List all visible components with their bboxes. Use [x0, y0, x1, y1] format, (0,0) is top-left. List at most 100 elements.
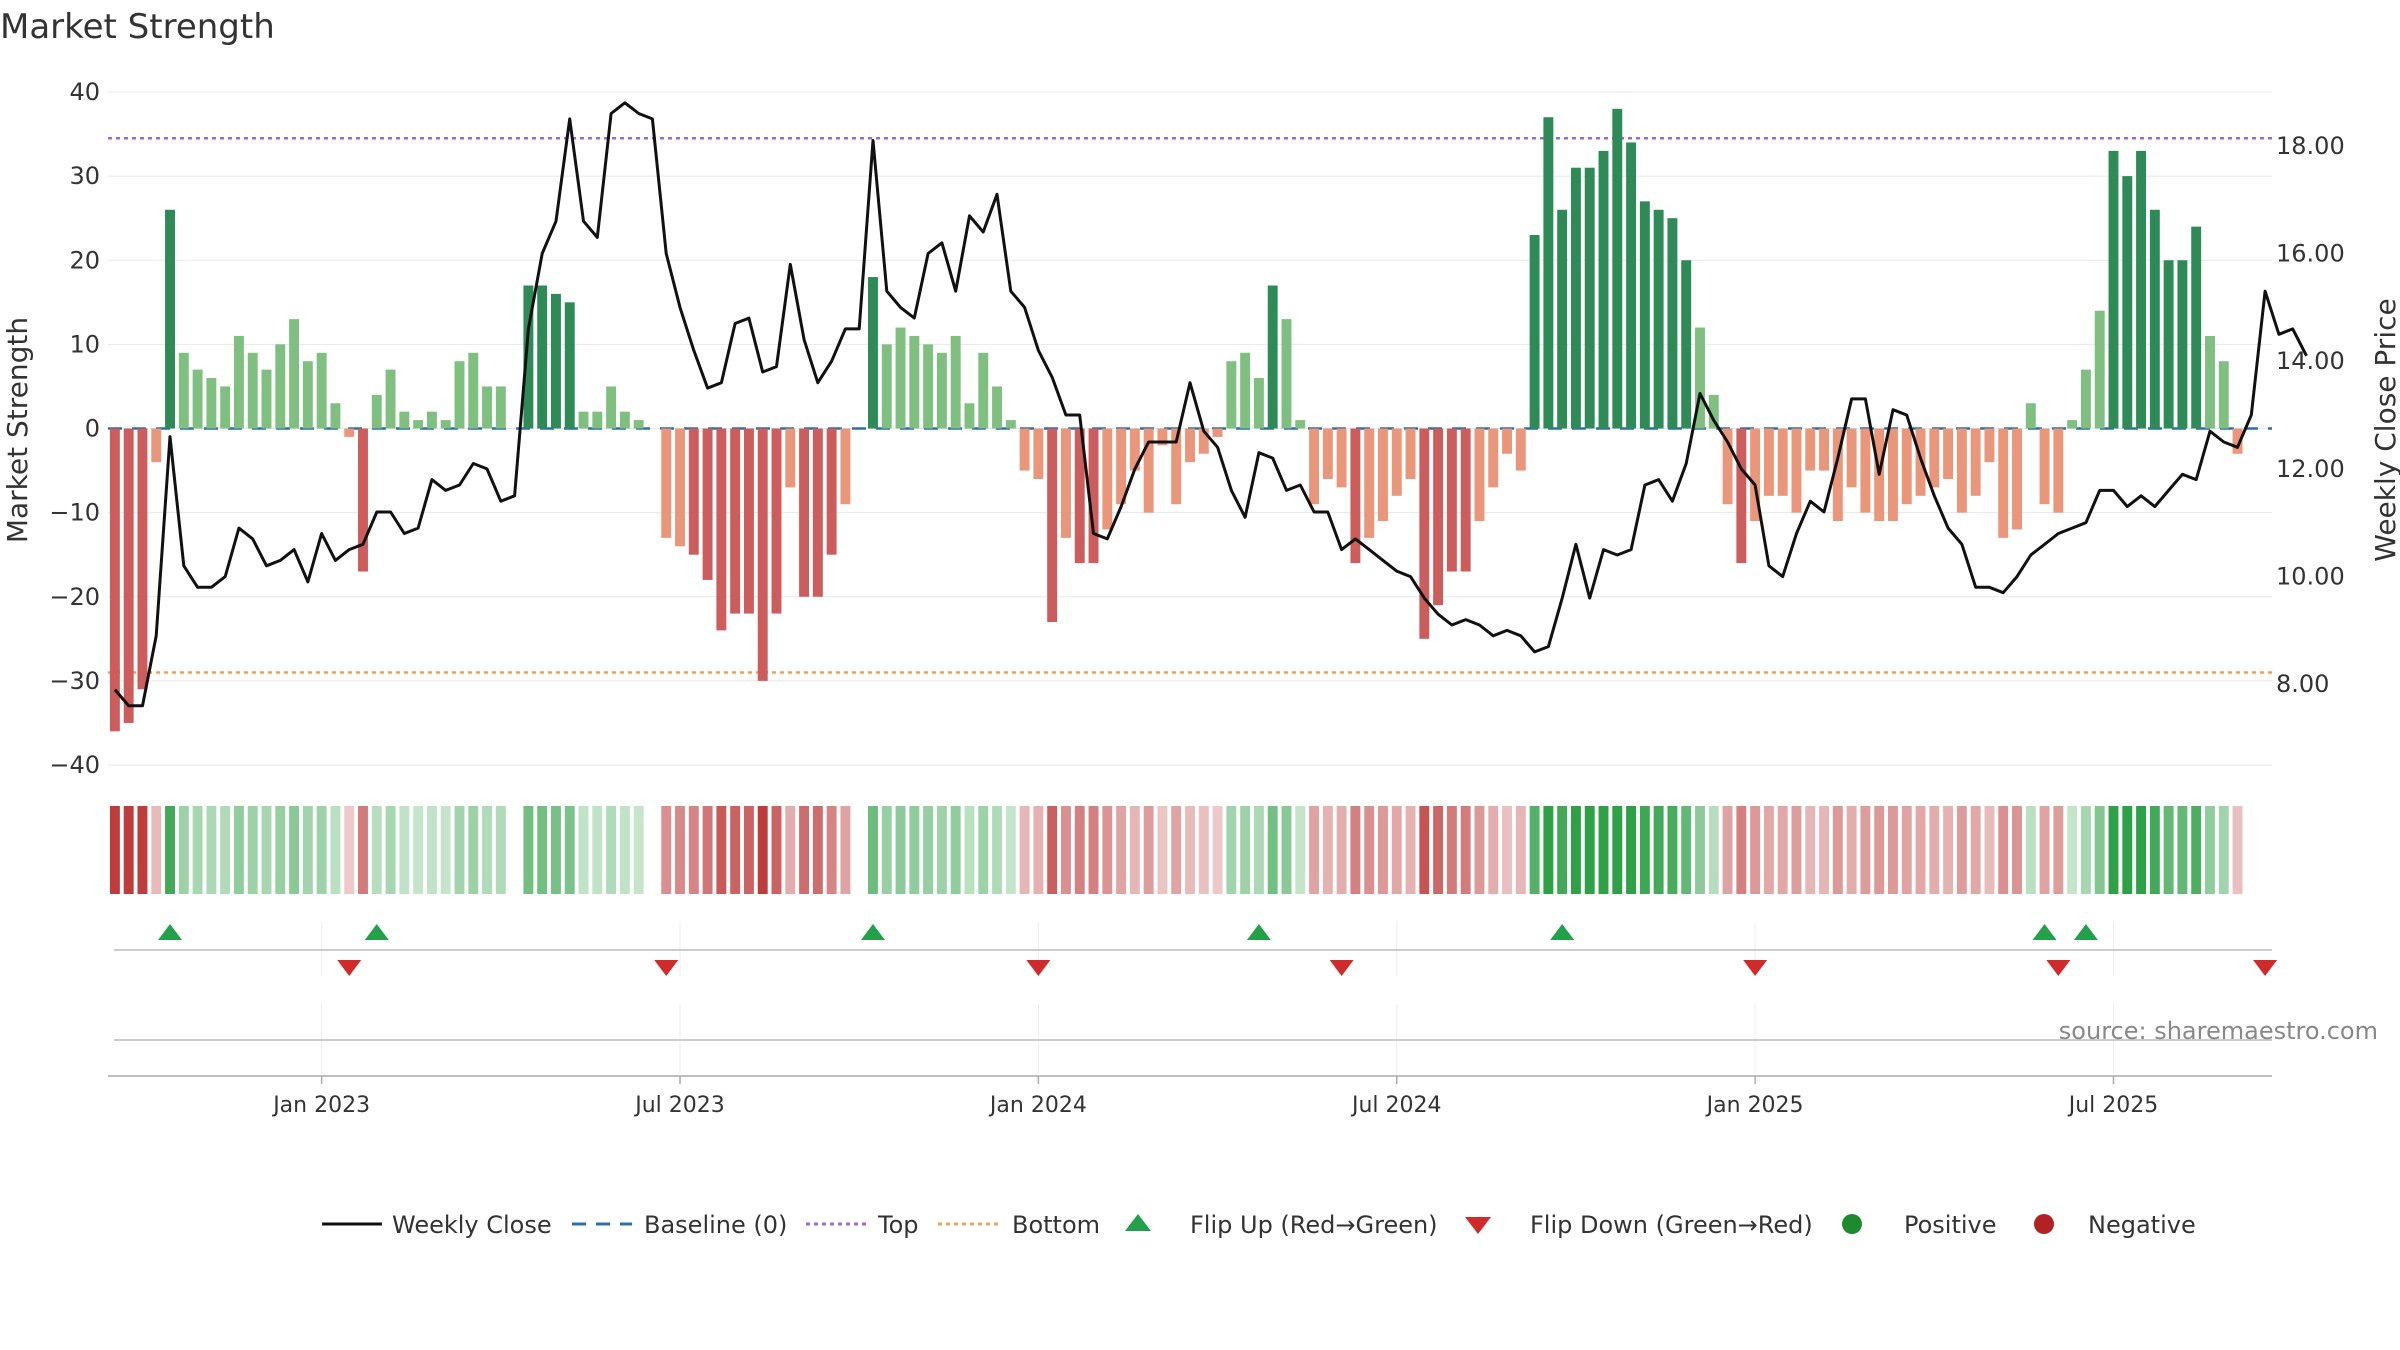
strength-bar: [2039, 428, 2050, 505]
strip-cell: [619, 806, 630, 894]
legend-swatch-positive: [1842, 1214, 1862, 1234]
strip-cell: [1708, 806, 1719, 894]
strength-bar: [1626, 142, 1637, 429]
strength-bar: [1653, 209, 1664, 429]
strip-cell: [2053, 806, 2064, 894]
strip-cell: [1901, 806, 1912, 894]
strip-cell: [523, 806, 534, 894]
strip-cell: [275, 806, 286, 894]
flip-up-marker: [364, 924, 389, 940]
flip-down-marker: [337, 960, 362, 976]
left-tick-label: 20: [69, 246, 100, 274]
strip-cell: [2025, 806, 2036, 894]
strength-bar: [619, 411, 630, 429]
strip-cell: [2232, 806, 2243, 894]
strength-bar: [1378, 428, 1388, 522]
right-tick-label: 14.00: [2276, 347, 2345, 375]
strength-bar: [2149, 209, 2160, 429]
flip-down-marker: [654, 960, 679, 976]
strip-cell: [1281, 806, 1292, 894]
strength-bar: [771, 428, 782, 614]
strip-cell: [2094, 806, 2105, 894]
strip-cell: [2177, 806, 2188, 894]
strength-bar: [2094, 310, 2105, 429]
strip-cell: [1777, 806, 1788, 894]
strip-cell: [385, 806, 396, 894]
strength-bar: [261, 369, 272, 429]
strength-bar: [1901, 428, 1912, 505]
chart-title: Market Strength: [0, 7, 275, 47]
legend-label: Weekly Close: [392, 1211, 552, 1239]
x-tick-label: Jan 2024: [988, 1093, 1087, 1118]
strip-cell: [178, 806, 189, 894]
strength-bar: [233, 335, 244, 429]
strip-cell: [1929, 806, 1940, 894]
flip-down-marker: [2046, 960, 2071, 976]
strength-bar: [868, 277, 878, 429]
strip-cell: [1198, 806, 1209, 894]
strength-bar: [1708, 394, 1719, 429]
strip-cell: [537, 806, 548, 894]
strip-cell: [371, 806, 382, 894]
strip-cell: [1212, 806, 1223, 894]
strength-bar: [1185, 428, 1195, 463]
flip-down-marker: [1329, 960, 1354, 976]
strength-bar: [950, 335, 961, 429]
strength-bar: [1116, 428, 1127, 505]
flip-markers-panel: [114, 922, 2278, 1074]
strength-bar: [1157, 428, 1168, 446]
strength-bar: [2177, 260, 2188, 429]
strength-bar: [1777, 428, 1788, 496]
strength-bar: [137, 428, 148, 690]
strength-bar: [426, 411, 437, 429]
strength-bar: [1970, 428, 1981, 496]
strip-cell: [330, 806, 341, 894]
strength-bar: [454, 361, 465, 429]
left-tick-label: −20: [49, 583, 100, 611]
strength-bar: [1240, 352, 1251, 429]
legend-label: Negative: [2088, 1211, 2196, 1239]
strip-cell: [2163, 806, 2174, 894]
right-tick-label: 10.00: [2276, 563, 2345, 591]
strength-bar: [2025, 403, 2036, 429]
legend-swatch-flip-down: [1465, 1217, 1491, 1234]
strength-bar: [1336, 428, 1347, 488]
strength-bar: [2205, 335, 2215, 429]
strength-bar: [661, 428, 672, 538]
right-tick-label: 12.00: [2276, 455, 2345, 483]
strip-cell: [233, 806, 244, 894]
strength-bar: [1281, 319, 1292, 429]
strip-cell: [1887, 806, 1898, 894]
strip-cell: [482, 806, 493, 894]
strength-bar: [165, 209, 175, 429]
legend-item: Flip Up (Red→Green): [1125, 1211, 1438, 1239]
strip-cell: [757, 806, 768, 894]
strength-bar: [716, 428, 727, 631]
strip-cell: [661, 806, 672, 894]
left-tick-label: −30: [49, 667, 100, 695]
strip-cell: [1047, 806, 1058, 894]
strength-bar: [1446, 428, 1457, 572]
legend-item: Positive: [1842, 1211, 1997, 1239]
legend-swatch-flip-up: [1125, 1214, 1151, 1231]
strip-cell: [1295, 806, 1306, 894]
strength-bar: [1102, 428, 1113, 530]
strip-cell: [1088, 806, 1099, 894]
strength-bar: [1543, 117, 1554, 429]
strip-cell: [578, 806, 589, 894]
strip-cell: [399, 806, 410, 894]
strength-bar: [1529, 235, 1540, 429]
strength-bar: [799, 428, 810, 597]
strip-cell: [1267, 806, 1278, 894]
strength-bar: [109, 428, 120, 732]
strength-bar: [1460, 428, 1471, 572]
strength-bar: [895, 327, 906, 429]
strength-bar: [826, 428, 837, 555]
strip-cell: [495, 806, 506, 894]
strip-cell: [220, 806, 231, 894]
strip-cell: [812, 806, 823, 894]
strip-cell: [1157, 806, 1168, 894]
strength-bar: [1295, 420, 1306, 429]
strip-cell: [1102, 806, 1113, 894]
legend-item: Negative: [2034, 1211, 2196, 1239]
